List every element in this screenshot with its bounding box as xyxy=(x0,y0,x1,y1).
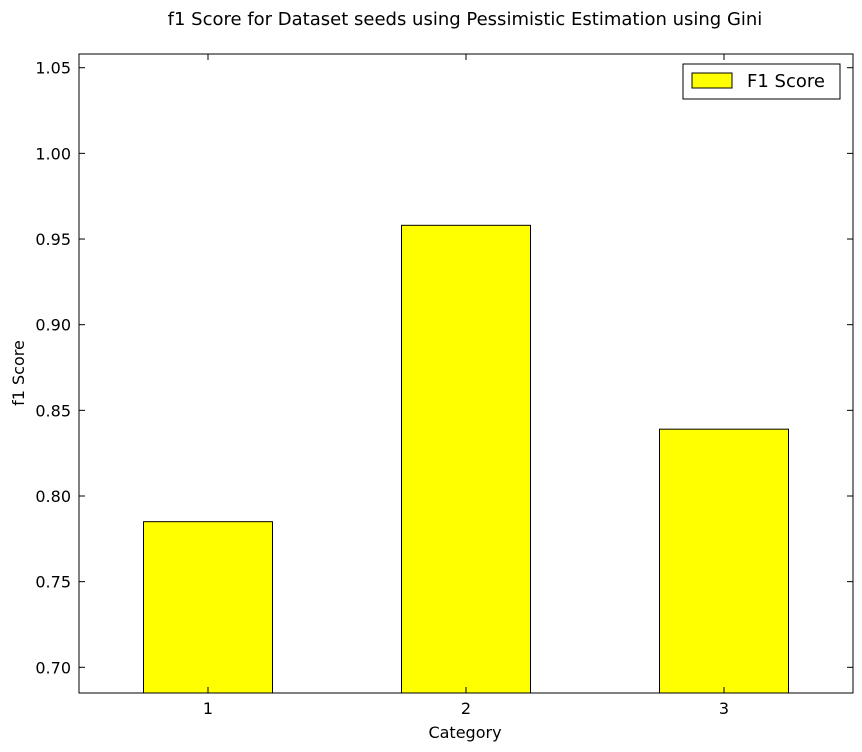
bar-category-3 xyxy=(659,428,789,694)
x-tick-label-3: 3 xyxy=(719,699,729,718)
bar-category-1 xyxy=(143,521,273,694)
x-axis-label: Category xyxy=(428,723,501,742)
y-tick-label-7: 1.05 xyxy=(35,59,71,78)
legend-swatch-f1-score xyxy=(691,72,733,89)
ticks-layer: 1 2 3 0.70 0.75 0.80 0.85 0.90 0.95 1.00 1.05 xyxy=(35,54,853,718)
y-tick-label-5: 0.95 xyxy=(35,230,71,249)
x-tick-label-1: 1 xyxy=(203,699,213,718)
bars-layer xyxy=(143,224,789,694)
y-tick-label-0: 0.70 xyxy=(35,658,71,677)
y-tick-label-4: 0.90 xyxy=(35,316,71,335)
chart-title: f1 Score for Dataset seeds using Pessimi… xyxy=(168,9,763,30)
legend: F1 Score xyxy=(682,63,841,100)
y-tick-label-1: 0.75 xyxy=(35,573,71,592)
y-tick-label-3: 0.85 xyxy=(35,401,71,420)
legend-label-f1-score: F1 Score xyxy=(747,71,825,92)
bar-category-2 xyxy=(401,224,531,694)
y-tick-label-6: 1.00 xyxy=(35,144,71,163)
y-tick-label-2: 0.80 xyxy=(35,487,71,506)
x-tick-label-2: 2 xyxy=(461,699,471,718)
y-axis-label: f1 Score xyxy=(9,340,28,406)
plot-frame xyxy=(78,53,854,694)
